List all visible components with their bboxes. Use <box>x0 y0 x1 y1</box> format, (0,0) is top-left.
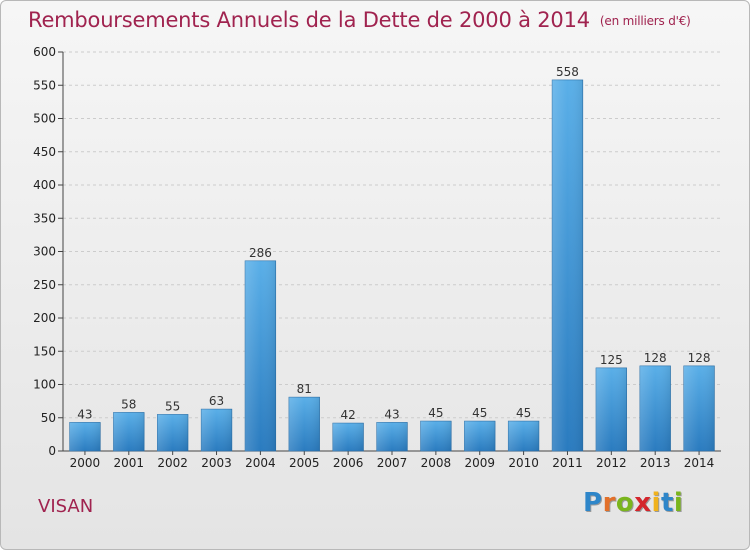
value-label: 128 <box>644 351 667 365</box>
x-tick-label: 2011 <box>552 456 583 470</box>
logo-letter: x <box>634 488 652 518</box>
y-tick-label: 50 <box>41 411 56 425</box>
x-tick-label: 2006 <box>333 456 364 470</box>
value-label: 81 <box>297 382 312 396</box>
proxiti-logo: Proxiti <box>583 488 683 518</box>
title-unit: (en milliers d'€) <box>599 14 691 28</box>
value-label: 45 <box>472 406 487 420</box>
bar-shine <box>332 423 364 451</box>
y-tick-label: 550 <box>33 78 56 92</box>
y-tick-label: 300 <box>33 245 56 259</box>
bar-shine <box>201 409 232 451</box>
x-tick-label: 2014 <box>684 456 715 470</box>
bar-shine <box>245 260 276 451</box>
x-tick-label: 2007 <box>377 456 408 470</box>
x-tick-label: 2001 <box>114 456 145 470</box>
commune-name: VISAN <box>38 496 94 517</box>
axes: 0 50 100 150 200 250 300 350 400 450 500 550 600 <box>33 45 721 458</box>
value-label: 43 <box>384 407 399 421</box>
value-label: 125 <box>600 353 623 367</box>
y-tick-label: 600 <box>33 45 56 59</box>
logo-letter: i <box>673 488 684 518</box>
bar-shine <box>420 421 452 451</box>
x-tick-label: 2012 <box>596 456 627 470</box>
value-label: 55 <box>165 399 180 413</box>
bar-shine <box>508 421 539 451</box>
title-text: Remboursements Annuels de la Dette de 20… <box>28 8 590 32</box>
x-tick-label: 2009 <box>464 456 495 470</box>
bar-shine <box>595 367 627 451</box>
x-tick-label: 2005 <box>289 456 320 470</box>
bar-shine <box>639 365 671 451</box>
y-tick-label: 0 <box>48 444 56 458</box>
x-tick-label: 2000 <box>70 456 101 470</box>
y-tick-label: 250 <box>33 278 56 292</box>
y-tick-label: 200 <box>33 311 56 325</box>
labels: 43 2000 58 2001 55 2002 63 2003 286 2004 81 2005 42 2… <box>70 65 715 470</box>
y-tick-label: 100 <box>33 378 56 392</box>
value-label: 286 <box>249 246 272 260</box>
bar-shine <box>683 365 715 451</box>
y-tick-label: 500 <box>33 112 56 126</box>
x-tick-label: 2008 <box>421 456 452 470</box>
bar-shine <box>288 397 320 451</box>
y-tick-label: 450 <box>33 145 56 159</box>
bar-shine <box>464 421 496 451</box>
x-tick-label: 2004 <box>245 456 276 470</box>
value-label: 558 <box>556 65 579 79</box>
chart-title: Remboursements Annuels de la Dette de 20… <box>28 8 691 32</box>
value-label: 128 <box>688 351 711 365</box>
bar-shine <box>552 79 583 452</box>
logo-letter: P <box>583 488 603 518</box>
x-tick-label: 2003 <box>201 456 232 470</box>
bar-shine <box>157 414 189 451</box>
y-tick-label: 350 <box>33 211 56 225</box>
value-label: 43 <box>77 407 92 421</box>
logo-letter: t <box>660 488 674 518</box>
y-tick-label: 150 <box>33 344 56 358</box>
bars <box>69 79 715 452</box>
value-label: 58 <box>121 397 136 411</box>
value-label: 42 <box>340 408 355 422</box>
value-label: 45 <box>428 406 443 420</box>
logo-letter: i <box>651 488 661 518</box>
logo-letter: o <box>615 488 635 518</box>
bar-shine <box>376 422 408 451</box>
x-tick-label: 2013 <box>640 456 671 470</box>
bar-shine <box>69 422 101 451</box>
y-tick-label: 400 <box>33 178 56 192</box>
logo-letter: r <box>602 488 616 518</box>
x-tick-label: 2002 <box>157 456 188 470</box>
value-label: 45 <box>516 406 531 420</box>
value-label: 63 <box>209 394 224 408</box>
bar-shine <box>113 412 145 451</box>
x-tick-label: 2010 <box>508 456 539 470</box>
